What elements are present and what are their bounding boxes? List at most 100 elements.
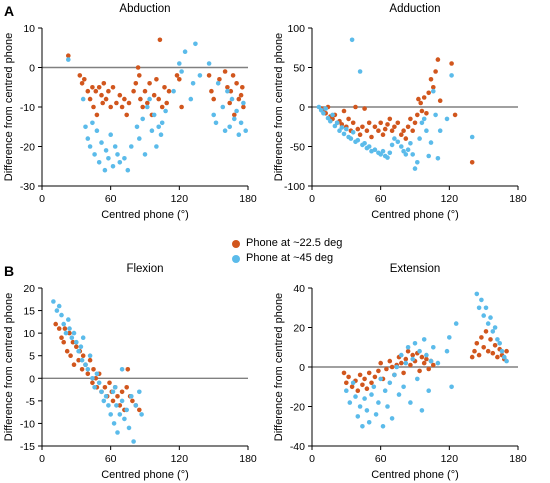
- x-tick-label: 180: [239, 453, 257, 465]
- data-point: [362, 396, 367, 401]
- data-point: [119, 389, 125, 395]
- data-point: [387, 116, 393, 122]
- data-point: [410, 128, 416, 133]
- data-point: [117, 412, 123, 417]
- data-point: [323, 106, 329, 111]
- data-point: [392, 136, 397, 141]
- data-point: [215, 81, 221, 86]
- data-point: [321, 111, 326, 116]
- data-point: [382, 126, 388, 132]
- y-tick-label: -5: [26, 396, 35, 408]
- data-point: [217, 77, 222, 82]
- data-point: [188, 96, 194, 102]
- data-point: [426, 90, 432, 96]
- data-point: [106, 88, 111, 94]
- data-point: [76, 348, 81, 354]
- data-point: [78, 344, 84, 350]
- data-point: [433, 112, 438, 118]
- data-point: [346, 116, 351, 122]
- x-tick-label: 180: [509, 193, 527, 205]
- data-point: [69, 335, 75, 341]
- data-point: [67, 326, 72, 331]
- data-point: [80, 335, 86, 341]
- data-point: [91, 367, 96, 372]
- data-point: [102, 167, 108, 173]
- data-point: [362, 141, 367, 146]
- data-point: [54, 308, 60, 313]
- data-point: [405, 345, 411, 350]
- data-point: [408, 362, 413, 368]
- data-point: [373, 412, 379, 417]
- data-point: [385, 155, 390, 160]
- data-point: [428, 140, 434, 145]
- data-point: [401, 148, 406, 154]
- legend-marker-series1: [232, 239, 240, 248]
- data-point: [349, 37, 355, 43]
- data-point: [179, 104, 184, 110]
- panel-title: Flexion: [126, 263, 163, 275]
- data-point: [171, 88, 176, 94]
- data-point: [119, 104, 125, 110]
- data-point: [108, 412, 113, 417]
- x-axis-label: Centred phone (°): [371, 209, 459, 221]
- data-point: [444, 116, 450, 122]
- data-point: [85, 136, 91, 141]
- data-point: [151, 112, 157, 118]
- data-point: [79, 357, 85, 363]
- data-point: [394, 364, 400, 370]
- data-point: [53, 321, 58, 327]
- data-point: [137, 73, 142, 78]
- data-point: [410, 152, 416, 157]
- data-point: [362, 106, 367, 111]
- data-point: [238, 92, 244, 98]
- panel-title: Abduction: [119, 3, 170, 15]
- data-point: [126, 425, 132, 431]
- y-tick-label: -20: [20, 142, 35, 154]
- data-point: [435, 156, 441, 161]
- data-point: [344, 388, 349, 394]
- data-point: [206, 61, 212, 66]
- data-point: [149, 128, 155, 133]
- data-point: [378, 152, 384, 157]
- data-point: [341, 131, 347, 137]
- data-point: [174, 73, 180, 78]
- data-point: [90, 376, 95, 381]
- data-point: [93, 88, 99, 94]
- data-point: [417, 348, 422, 354]
- data-point: [206, 73, 212, 78]
- data-point: [399, 132, 404, 137]
- y-tick-label: 10: [23, 23, 35, 35]
- data-point: [431, 345, 436, 350]
- data-point: [87, 353, 93, 359]
- data-point: [376, 128, 381, 133]
- data-point: [419, 354, 425, 360]
- data-point: [469, 134, 475, 140]
- data-point: [106, 156, 111, 161]
- data-point: [380, 132, 386, 137]
- data-point: [426, 153, 432, 159]
- panel-4: Extension 40 20 0 -20 -40 0 60 120 180 Centred pho…: [273, 263, 527, 481]
- data-point: [96, 160, 102, 165]
- data-point: [71, 330, 77, 336]
- data-point: [83, 124, 88, 130]
- data-point: [472, 348, 477, 354]
- y-axis-label: Difference from centred phone: [273, 33, 285, 181]
- data-point: [330, 112, 335, 118]
- data-point: [179, 69, 184, 74]
- y-tick-label: 0: [29, 373, 35, 385]
- data-point: [360, 382, 365, 388]
- data-point: [417, 136, 422, 141]
- data-point: [133, 81, 139, 86]
- y-tick-label: 15: [23, 306, 35, 318]
- data-point: [162, 85, 167, 90]
- data-point: [125, 167, 131, 173]
- data-point: [59, 335, 64, 341]
- data-point: [344, 126, 349, 132]
- data-point: [492, 325, 498, 330]
- x-tick-label: 180: [509, 453, 527, 465]
- data-point: [403, 136, 409, 141]
- data-point: [364, 408, 370, 413]
- series-2-points: [51, 299, 144, 444]
- data-point: [130, 398, 135, 404]
